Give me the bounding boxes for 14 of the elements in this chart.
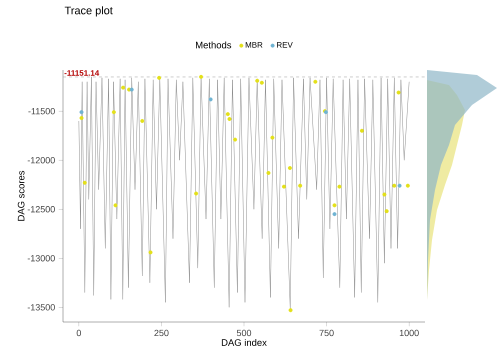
y-tick-label: -13000 (28, 255, 55, 262)
x-tick-label: 750 (320, 330, 334, 336)
y-tick-label: -13500 (28, 304, 55, 310)
x-tick-label: 250 (154, 330, 169, 336)
x-tick-label: 0 (76, 330, 82, 336)
y-tick-label: -11500 (28, 108, 55, 114)
x-tick-label: 500 (236, 330, 252, 336)
x-axis-title: DAG index (222, 338, 267, 346)
y-tick-label: -12500 (28, 206, 55, 212)
chart-title: Trace plot (64, 6, 113, 16)
x-tick-label: 1000 (400, 330, 419, 336)
y-tick-label: -12000 (28, 157, 55, 164)
legend-title: Methods (196, 41, 232, 48)
y-axis-title: DAG scores (18, 170, 24, 221)
